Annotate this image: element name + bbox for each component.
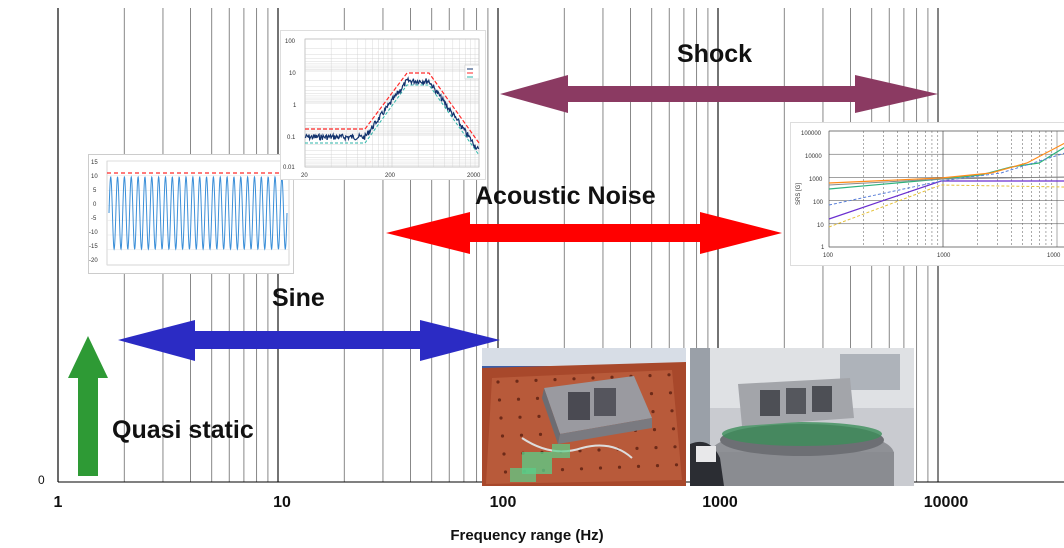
sine-y-tick: 0 — [93, 202, 97, 208]
shock-label: Shock — [677, 40, 753, 68]
srs-x-tick: 100 — [823, 253, 834, 259]
x-tick-label-10000: 10000 — [923, 494, 969, 511]
sine-test-inset: 15 10 5 0 -5 -10 -15 -20 — [88, 154, 294, 274]
srs-y-tick: 1000 — [809, 177, 823, 183]
y-zero-label: 0 — [38, 473, 45, 487]
srs-y-tick: 100 — [813, 200, 824, 206]
srs-curve-gray — [828, 176, 1064, 186]
acoustic-noise-label: Acoustic Noise — [475, 182, 656, 210]
hardware-photo-shock-table — [690, 348, 914, 486]
quasi-static-label: Quasi static — [112, 416, 254, 444]
sine-label: Sine — [272, 284, 325, 312]
srs-inset: 100000 10000 1000 100 10 1 100 1000 1000… — [790, 122, 1064, 266]
srs-y-tick: 10 — [817, 223, 824, 229]
random-vibration-inset: 100 10 1 0.1 0.01 20 200 2000 — [280, 30, 486, 180]
sine-y-tick: 10 — [91, 174, 98, 180]
sine-waveform — [108, 175, 288, 251]
srs-y-axis-label: SRS [G] — [796, 183, 802, 205]
x-tick-label-1000: 1000 — [702, 494, 738, 511]
random-y-tick: 10 — [289, 71, 296, 77]
random-y-tick: 1 — [293, 103, 297, 109]
srs-y-tick: 1 — [821, 245, 825, 251]
sine-y-tick: -10 — [89, 230, 98, 236]
srs-curve-blue-dashed — [828, 152, 1064, 206]
sine-y-tick: -5 — [91, 216, 97, 222]
srs-x-tick: 1000 — [937, 253, 951, 259]
x-tick-label-100: 100 — [489, 494, 517, 511]
sine-y-tick: 15 — [91, 160, 98, 166]
sine-y-tick: -20 — [89, 258, 98, 264]
sine-waveform-plot: 15 10 5 0 -5 -10 -15 -20 — [89, 160, 290, 266]
sine-y-tick: 5 — [93, 188, 97, 194]
srs-curve-yellow-dashed — [828, 184, 1064, 228]
x-axis-title: Frequency range (Hz) — [450, 527, 604, 544]
random-x-tick: 20 — [301, 173, 308, 179]
random-measured-response — [304, 76, 480, 150]
random-vibration-plot: 100 10 1 0.1 0.01 20 200 2000 — [283, 38, 481, 179]
x-tick-label-10: 10 — [273, 494, 291, 511]
srs-y-tick: 10000 — [805, 154, 822, 160]
srs-curve-purple — [828, 180, 1064, 220]
srs-curve-orange — [828, 142, 1064, 184]
hardware-photo-sine-table — [482, 348, 686, 486]
srs-plot: 100000 10000 1000 100 10 1 100 1000 1000… — [796, 130, 1064, 259]
random-x-tick: 2000 — [467, 173, 481, 179]
random-x-tick: 200 — [385, 173, 396, 179]
random-y-tick: 0.01 — [283, 165, 295, 171]
random-y-tick: 0.1 — [287, 135, 296, 141]
sine-y-tick: -15 — [89, 244, 98, 250]
x-tick-label-1: 1 — [53, 494, 63, 511]
srs-x-tick: 1000 — [1047, 253, 1061, 259]
random-lower-limit — [305, 84, 480, 156]
random-y-tick: 100 — [285, 39, 296, 45]
srs-y-tick: 100000 — [801, 131, 822, 137]
random-upper-limit — [305, 72, 480, 144]
